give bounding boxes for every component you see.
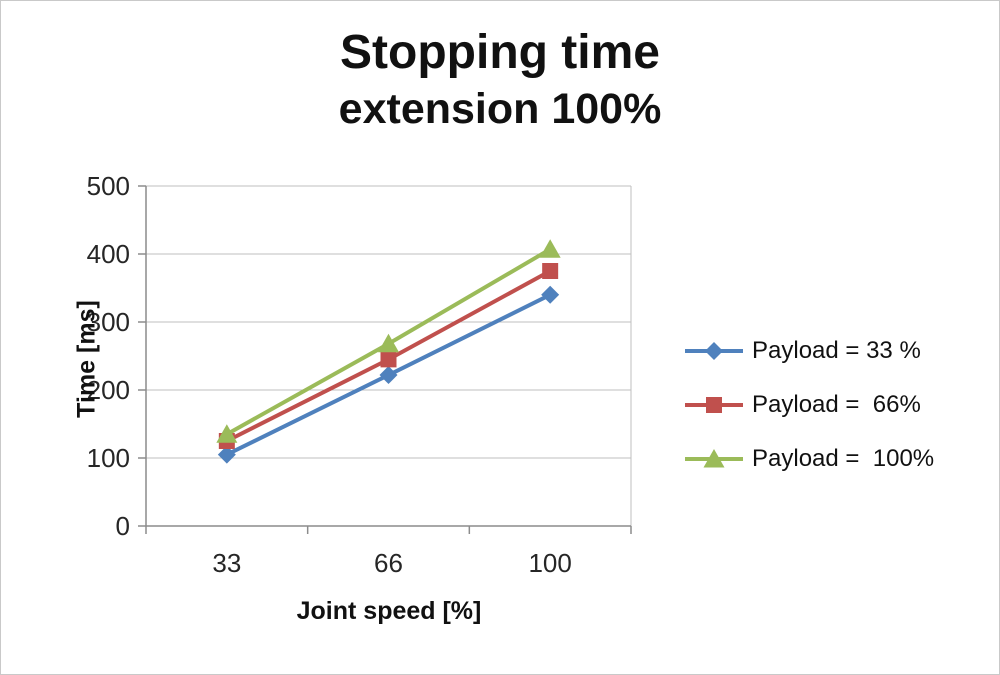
legend: Payload = 33 % Payload = 66% Payload = 100… <box>683 337 934 473</box>
square-marker-icon <box>542 263 559 279</box>
square-marker-icon <box>706 397 722 413</box>
legend-key-2 <box>685 449 743 468</box>
triangle-marker-icon <box>216 424 238 443</box>
legend-label: Payload = 100% <box>752 445 935 472</box>
y-tick-label: 100 <box>87 443 130 473</box>
triangle-marker-icon <box>539 239 561 258</box>
x-tick-label: 66 <box>374 548 403 578</box>
axes <box>138 185 632 534</box>
x-axis-title: Joint speed [%] <box>296 597 482 625</box>
legend-item-1: Payload = 66% <box>683 391 934 419</box>
triangle-marker-icon <box>378 333 399 353</box>
y-axis-title: Time [ms] <box>72 300 101 418</box>
tick-labels: 0 100 200 300 400 500 33 66 100 <box>87 171 572 578</box>
legend-key-0 <box>685 342 743 360</box>
x-tick-label: 33 <box>212 548 241 578</box>
chart-subtitle: extension 100% <box>338 85 662 133</box>
y-tick-label: 400 <box>87 239 130 269</box>
y-tick-label: 300 <box>87 307 130 337</box>
diamond-marker-icon <box>705 342 723 360</box>
y-tick-label: 200 <box>87 375 130 405</box>
legend-label: Payload = 33 % <box>752 337 921 364</box>
diamond-marker-icon <box>541 285 560 304</box>
y-tick-label: 0 <box>116 511 130 541</box>
chart-title: Stopping time <box>340 26 660 79</box>
legend-item-0: Payload = 33 % <box>683 337 934 365</box>
triangle-marker-icon <box>703 449 725 468</box>
series <box>216 239 561 464</box>
legend-label: Payload = 66% <box>752 391 921 418</box>
square-marker-icon <box>380 351 397 368</box>
x-tick-label: 100 <box>528 548 571 578</box>
diamond-marker-icon <box>379 366 398 385</box>
legend-item-2: Payload = 100% <box>683 445 934 473</box>
y-tick-label: 500 <box>87 171 130 201</box>
diamond-marker-icon <box>217 445 236 464</box>
legend-key-1 <box>685 397 743 413</box>
